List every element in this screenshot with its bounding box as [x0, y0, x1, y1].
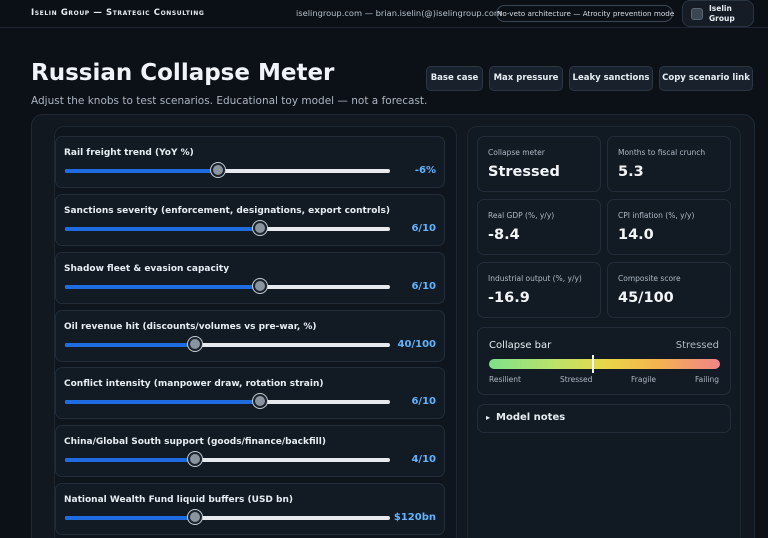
- knob-row: Conflict intensity (manpower draw, rotat…: [55, 367, 445, 419]
- knob-slider[interactable]: [65, 279, 390, 293]
- knob-value: 6/10: [411, 281, 436, 292]
- slider-fill: [65, 169, 218, 173]
- knob-label: Conflict intensity (manpower draw, rotat…: [64, 379, 324, 389]
- collapse-meter-card: Collapse meter Stressed: [477, 136, 601, 192]
- knob-row: Shadow fleet & evasion capacity 6/10: [55, 252, 445, 304]
- knob-label: National Wealth Fund liquid buffers (USD…: [64, 495, 293, 505]
- page-subtitle: Adjust the knobs to test scenarios. Educ…: [31, 95, 428, 107]
- knob-label: Shadow fleet & evasion capacity: [64, 264, 230, 274]
- collapse-gradient-bar: [489, 355, 720, 373]
- metric-label: Months to fiscal crunch: [618, 148, 706, 157]
- knob-value: 40/100: [397, 339, 436, 350]
- scale-label-failing: Failing: [695, 375, 719, 384]
- knob-row: Sanctions severity (enforcement, designa…: [55, 194, 445, 246]
- knob-row: China/Global South support (goods/financ…: [55, 425, 445, 477]
- metric-label: Collapse meter: [488, 148, 545, 157]
- model-notes-label: Model notes: [496, 412, 566, 423]
- knob-value: $120bn: [393, 512, 436, 523]
- logo-text: Iselin Group: [709, 4, 735, 23]
- composite-score-card: Composite score 45/100: [607, 262, 731, 318]
- knob-label: Oil revenue hit (discounts/volumes vs pr…: [64, 322, 317, 332]
- slider-thumb[interactable]: [188, 452, 202, 466]
- metric-value: 45/100: [618, 290, 674, 306]
- slider-thumb[interactable]: [253, 279, 267, 293]
- metric-label: Composite score: [618, 274, 681, 283]
- slider-fill: [65, 227, 260, 231]
- knob-slider[interactable]: [65, 394, 390, 408]
- scale-label-fragile: Fragile: [631, 375, 656, 384]
- collapse-bar-state: Stressed: [675, 340, 719, 351]
- cpi-inflation-card: CPI inflation (%, y/y) 14.0: [607, 199, 731, 255]
- page-title: Russian Collapse Meter: [31, 60, 335, 86]
- knob-slider[interactable]: [65, 163, 390, 177]
- collapse-bar-card: Collapse bar Stressed Resilient Stressed…: [477, 327, 731, 395]
- slider-thumb[interactable]: [253, 221, 267, 235]
- contact-info[interactable]: iselingroup.com — brian.iselin(@)iseling…: [296, 8, 503, 18]
- metric-value: -16.9: [488, 290, 530, 306]
- max-pressure-button[interactable]: Max pressure: [489, 66, 563, 91]
- knob-slider[interactable]: [65, 337, 390, 351]
- metric-value: 14.0: [618, 227, 654, 243]
- slider-thumb[interactable]: [188, 510, 202, 524]
- slider-fill: [65, 343, 195, 347]
- logo-icon: [691, 8, 703, 20]
- knob-value: -6%: [414, 165, 436, 176]
- knob-value: 6/10: [411, 396, 436, 407]
- industrial-output-card: Industrial output (%, y/y) -16.9: [477, 262, 601, 318]
- knob-value: 6/10: [411, 223, 436, 234]
- metric-value: -8.4: [488, 227, 520, 243]
- top-bar: Iselin Group — Strategic Consulting isel…: [0, 0, 768, 28]
- knob-row: National Wealth Fund liquid buffers (USD…: [55, 483, 445, 535]
- metric-label: Real GDP (%, y/y): [488, 211, 555, 220]
- knob-value: 4/10: [411, 454, 436, 465]
- base-case-button[interactable]: Base case: [426, 66, 483, 91]
- slider-fill: [65, 458, 195, 462]
- scale-label-stressed: Stressed: [560, 375, 593, 384]
- metric-value: 5.3: [618, 164, 644, 180]
- knob-slider[interactable]: [65, 452, 390, 466]
- knob-label: Sanctions severity (enforcement, designa…: [64, 206, 390, 216]
- fiscal-crunch-card: Months to fiscal crunch 5.3: [607, 136, 731, 192]
- slider-fill: [65, 285, 260, 289]
- slider-thumb[interactable]: [188, 337, 202, 351]
- metric-label: Industrial output (%, y/y): [488, 274, 582, 283]
- slider-thumb[interactable]: [253, 394, 267, 408]
- slider-fill: [65, 516, 195, 520]
- leaky-sanctions-button[interactable]: Leaky sanctions: [569, 66, 653, 91]
- knob-row: Rail freight trend (YoY %) -6%: [55, 136, 445, 188]
- real-gdp-card: Real GDP (%, y/y) -8.4: [477, 199, 601, 255]
- metric-label: CPI inflation (%, y/y): [618, 211, 695, 220]
- collapse-marker: [591, 355, 594, 373]
- model-notes-toggle[interactable]: ▸ Model notes: [477, 404, 731, 433]
- knob-label: Rail freight trend (YoY %): [64, 148, 194, 158]
- company-logo-button[interactable]: Iselin Group: [682, 0, 754, 27]
- slider-thumb[interactable]: [210, 163, 225, 177]
- knob-slider[interactable]: [65, 510, 390, 524]
- collapse-bar-title: Collapse bar: [489, 340, 552, 351]
- scale-label-resilient: Resilient: [489, 375, 521, 384]
- knob-slider[interactable]: [65, 221, 390, 235]
- metric-value: Stressed: [488, 164, 560, 180]
- knob-label: China/Global South support (goods/financ…: [64, 437, 326, 447]
- slider-fill: [65, 400, 260, 404]
- disclosure-triangle-icon: ▸: [486, 413, 491, 422]
- mode-badge: No-veto architecture — Atrocity preventi…: [496, 5, 674, 22]
- knob-row: Oil revenue hit (discounts/volumes vs pr…: [55, 310, 445, 362]
- copy-scenario-link-button[interactable]: Copy scenario link: [659, 66, 753, 91]
- brand-name: Iselin Group — Strategic Consulting: [31, 8, 205, 18]
